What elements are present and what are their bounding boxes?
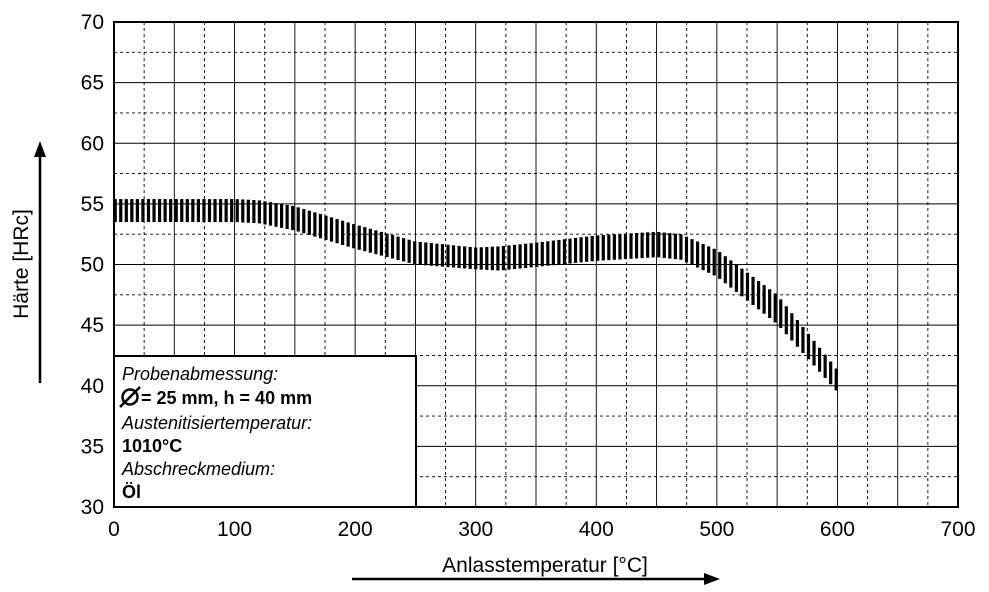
x-tick-label: 0 [108, 518, 120, 541]
y-axis-label: Härte [HRc] [10, 209, 33, 319]
y-tick-label: 60 [81, 132, 104, 155]
hardness-band [113, 199, 838, 391]
y-tick-label: 55 [81, 193, 104, 216]
y-tick-label: 40 [81, 375, 104, 398]
info-line-austenitisiertemperatur: Austenitisiertemperatur: [121, 413, 312, 433]
x-tick-label: 200 [338, 518, 373, 541]
y-tick-label: 50 [81, 254, 104, 277]
y-tick-label: 45 [81, 314, 104, 337]
plot-frame [113, 21, 959, 508]
x-tick-label: 700 [940, 518, 975, 541]
y-tick-label: 65 [81, 72, 104, 95]
y-tick-label: 35 [81, 435, 104, 458]
info-line-temperature-value: 1010°C [122, 436, 182, 456]
x-axis-label: Anlasstemperatur [°C] [442, 554, 648, 577]
info-line-probenabmessung: Probenabmessung: [122, 364, 278, 384]
y-tick-label: 70 [81, 11, 104, 34]
x-tick-label: 400 [579, 518, 614, 541]
y-axis-arrow-icon [34, 141, 46, 383]
x-tick-label: 600 [820, 518, 855, 541]
x-tick-label: 300 [458, 518, 493, 541]
diameter-icon [119, 386, 141, 408]
info-line-medium-value: Öl [122, 482, 141, 502]
x-tick-label: 100 [217, 518, 252, 541]
tick-labels: 0 100 200 300 400 500 600 700 30 35 40 45 50 55 60 65 70 [81, 11, 976, 541]
info-line-abschreckmedium: Abschreckmedium: [121, 459, 275, 479]
info-line-dimensions: = 25 mm, h = 40 mm [141, 388, 312, 408]
specimen-info-box: Probenabmessung: = 25 mm, h = 40 mm Aust… [113, 355, 417, 508]
y-tick-label: 30 [81, 496, 104, 519]
x-axis-arrow-icon [352, 573, 720, 585]
x-tick-label: 500 [699, 518, 734, 541]
specimen-info-box-frame [113, 355, 417, 508]
